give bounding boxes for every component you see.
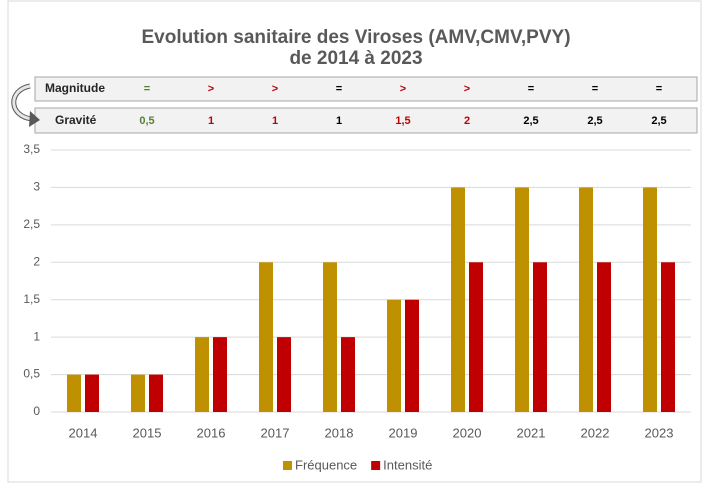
y-tick-label: 3,5 bbox=[23, 142, 40, 156]
legend-label: Intensité bbox=[383, 457, 432, 472]
chart-title: Evolution sanitaire des Viroses (AMV,CMV… bbox=[141, 27, 570, 48]
x-tick-label: 2015 bbox=[133, 425, 162, 440]
magnitude-row bbox=[34, 76, 698, 102]
arrow-head bbox=[29, 111, 40, 127]
bar bbox=[259, 262, 273, 412]
x-tick-label: 2018 bbox=[325, 425, 354, 440]
legend-swatch bbox=[371, 461, 381, 470]
bar bbox=[405, 299, 419, 412]
gravite-value: 2,5 bbox=[651, 115, 666, 127]
magnitude-label: Magnitude bbox=[45, 81, 105, 95]
bar bbox=[533, 262, 547, 412]
gravite-value: 2,5 bbox=[587, 115, 602, 127]
gravite-value: 2,5 bbox=[523, 115, 538, 127]
bar bbox=[579, 187, 593, 412]
magnitude-value: > bbox=[400, 83, 406, 95]
arrow-inner bbox=[12, 84, 33, 121]
gravite-value: 2 bbox=[464, 115, 470, 127]
bar bbox=[277, 337, 291, 412]
x-tick-label: 2023 bbox=[645, 425, 674, 440]
bar bbox=[67, 374, 81, 412]
bar bbox=[643, 187, 657, 412]
x-tick-label: 2019 bbox=[389, 425, 418, 440]
bar bbox=[387, 299, 401, 412]
x-tick-label: 2016 bbox=[197, 425, 226, 440]
magnitude-value: = bbox=[144, 83, 150, 95]
y-tick-label: 0,5 bbox=[23, 367, 40, 381]
y-tick-label: 3 bbox=[33, 180, 40, 194]
x-tick-label: 2021 bbox=[517, 425, 546, 440]
magnitude-value: = bbox=[592, 83, 598, 95]
y-tick-label: 2,5 bbox=[23, 217, 40, 231]
gravite-value: 1 bbox=[208, 115, 214, 127]
bar bbox=[597, 262, 611, 412]
gravite-value: 1 bbox=[272, 115, 278, 127]
magnitude-value: > bbox=[464, 83, 470, 95]
gravite-value: 0,5 bbox=[139, 115, 154, 127]
magnitude-value: = bbox=[656, 83, 662, 95]
x-tick-label: 2017 bbox=[261, 425, 290, 440]
legend-swatch bbox=[283, 461, 292, 470]
y-tick-label: 0 bbox=[33, 404, 40, 418]
gravite-value: 1,5 bbox=[395, 115, 410, 127]
magnitude-value: > bbox=[272, 83, 278, 95]
chart-subtitle: de 2014 à 2023 bbox=[289, 48, 422, 69]
bar bbox=[323, 262, 337, 412]
x-tick-label: 2014 bbox=[69, 425, 98, 440]
bar bbox=[515, 187, 529, 412]
x-tick-label: 2022 bbox=[581, 425, 610, 440]
bar bbox=[341, 337, 355, 412]
gravite-label: Gravité bbox=[55, 113, 97, 127]
y-tick-label: 2 bbox=[33, 254, 40, 268]
bar bbox=[469, 262, 483, 412]
magnitude-value: = bbox=[528, 83, 534, 95]
bar bbox=[661, 262, 675, 412]
x-tick-label: 2020 bbox=[453, 425, 482, 440]
bar bbox=[85, 374, 99, 412]
legend-label: Fréquence bbox=[295, 457, 357, 472]
y-tick-label: 1,5 bbox=[23, 292, 40, 306]
bar bbox=[149, 374, 163, 412]
bar bbox=[213, 337, 227, 412]
bar bbox=[451, 187, 465, 412]
magnitude-value: > bbox=[208, 83, 214, 95]
gravite-value: 1 bbox=[336, 115, 342, 127]
magnitude-value: = bbox=[336, 83, 342, 95]
bar bbox=[195, 337, 209, 412]
y-tick-label: 1 bbox=[33, 329, 40, 343]
bar bbox=[131, 374, 145, 412]
gravite-row bbox=[34, 107, 698, 134]
